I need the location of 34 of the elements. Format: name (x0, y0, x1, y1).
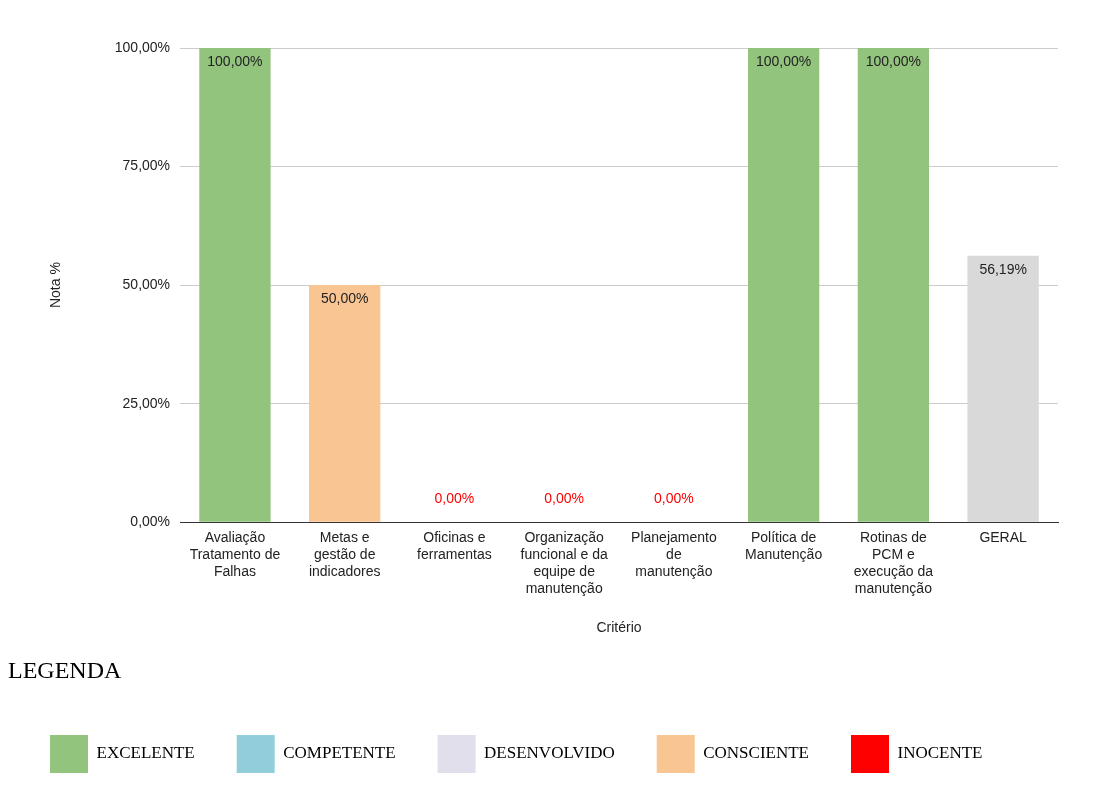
data-label: 0,00% (654, 490, 694, 507)
bar (747, 48, 820, 522)
x-tick-label: Oficinas e ferramentas (417, 529, 492, 563)
legend-title: LEGENDA (8, 657, 122, 684)
y-axis-title: Nota % (47, 262, 64, 309)
x-axis-title: Critério (596, 618, 642, 635)
bar (857, 48, 930, 522)
legend-label: COMPETENTE (283, 743, 396, 763)
bar (967, 255, 1039, 522)
x-tick-label: Metas e gestão de indicadores (308, 529, 381, 580)
x-tick-label: GERAL (979, 529, 1028, 546)
bar (199, 48, 271, 522)
legend-label: DESENVOLVIDO (484, 743, 615, 763)
data-label: 100,00% (207, 52, 263, 69)
bar (309, 285, 381, 522)
data-label: 0,00% (544, 490, 585, 507)
y-tick-label: 100,00% (114, 38, 171, 55)
data-label: 100,00% (756, 52, 812, 69)
x-tick-label: Planejamento de manutenção (631, 529, 717, 580)
y-tick-label: 50,00% (122, 275, 171, 292)
y-tick-label: 25,00% (122, 394, 171, 411)
x-tick-label: Política de Manutenção (745, 529, 823, 563)
legend-label: CONSCIENTE (703, 743, 810, 763)
data-label: 50,00% (320, 289, 369, 306)
legend-label: EXCELENTE (96, 743, 195, 763)
x-tick-label: Avaliação Tratamento de Falhas (189, 529, 281, 580)
data-label: 0,00% (434, 490, 475, 507)
x-tick-label: Organização funcional e da equipe de manutenção (520, 529, 608, 596)
data-label: 56,19% (979, 260, 1027, 277)
y-tick-label: 75,00% (122, 157, 171, 174)
legend-label: INOCENTE (897, 743, 983, 763)
x-tick-label: Rotinas de PCM e execução da manutenção (853, 529, 934, 596)
y-tick-label: 0,00% (130, 513, 171, 530)
data-label: 100,00% (865, 52, 922, 69)
